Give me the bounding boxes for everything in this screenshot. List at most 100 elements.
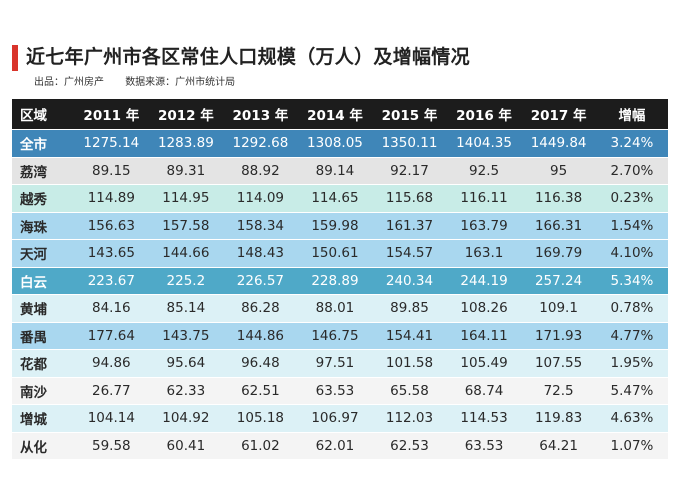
population-cell: 169.79 xyxy=(521,239,596,267)
population-cell: 171.93 xyxy=(521,321,596,350)
population-cell: 154.41 xyxy=(372,321,447,350)
population-cell: 1283.89 xyxy=(148,129,224,157)
population-cell: 63.53 xyxy=(446,431,522,459)
population-cell: 62.51 xyxy=(223,376,298,405)
population-cell: 240.34 xyxy=(372,266,447,295)
population-cell: 86.28 xyxy=(223,294,298,322)
table-row: 海珠 156.63 157.58 158.34 159.98 161.37 163.79 16… xyxy=(12,211,668,240)
growth-cell: 5.34% xyxy=(595,266,668,295)
district-cell: 白云 xyxy=(12,266,75,295)
population-cell: 116.38 xyxy=(521,184,596,212)
population-cell: 104.14 xyxy=(74,404,149,432)
population-cell: 104.92 xyxy=(148,404,224,432)
table-row: 天河 143.65 144.66 148.43 150.61 154.57 163.1 169… xyxy=(12,239,668,267)
district-cell: 全市 xyxy=(12,129,75,157)
header-year: 2011 年 xyxy=(74,99,149,130)
header-year: 2017 年 xyxy=(521,99,596,130)
population-cell: 1292.68 xyxy=(223,129,298,157)
population-cell: 225.2 xyxy=(148,266,224,295)
producer-label: 出品：广州房产 xyxy=(34,77,104,88)
population-cell: 1275.14 xyxy=(74,129,149,157)
population-cell: 156.63 xyxy=(74,211,149,240)
growth-cell: 1.95% xyxy=(595,349,668,377)
population-cell: 89.14 xyxy=(297,156,373,185)
population-cell: 159.98 xyxy=(297,211,373,240)
growth-cell: 0.78% xyxy=(595,294,668,322)
population-cell: 228.89 xyxy=(297,266,373,295)
population-cell: 84.16 xyxy=(74,294,149,322)
district-cell: 黄埔 xyxy=(12,294,75,322)
population-cell: 143.65 xyxy=(74,239,149,267)
header-year: 2013 年 xyxy=(223,99,298,130)
population-cell: 158.34 xyxy=(223,211,298,240)
table-row: 荔湾 89.15 89.31 88.92 89.14 92.17 92.5 95 2.70% xyxy=(12,156,668,185)
population-cell: 1449.84 xyxy=(521,129,596,157)
table-row: 番禺 177.64 143.75 144.86 146.75 154.41 164.11 17… xyxy=(12,321,668,350)
population-cell: 89.15 xyxy=(74,156,149,185)
district-cell: 增城 xyxy=(12,404,75,432)
population-cell: 92.17 xyxy=(372,156,447,185)
district-cell: 花都 xyxy=(12,349,75,377)
data-source-label: 数据来源：广州市统计局 xyxy=(125,77,236,88)
table-header-row: 区域 2011 年 2012 年 2013 年 2014 年 2015 年 2016 年 20… xyxy=(12,99,668,130)
table-row: 增城 104.14 104.92 105.18 106.97 112.03 114.53 11… xyxy=(12,404,668,432)
population-cell: 114.89 xyxy=(74,184,149,212)
population-cell: 154.57 xyxy=(372,239,447,267)
population-cell: 106.97 xyxy=(297,404,373,432)
source-line: 出品：广州房产 数据来源：广州市统计局 xyxy=(34,73,253,88)
population-cell: 114.09 xyxy=(223,184,298,212)
district-cell: 从化 xyxy=(12,431,75,459)
population-cell: 62.33 xyxy=(148,376,224,405)
population-cell: 163.79 xyxy=(446,211,522,240)
population-cell: 62.01 xyxy=(297,431,373,459)
population-cell: 1308.05 xyxy=(297,129,373,157)
header-growth: 增幅 xyxy=(595,99,668,130)
population-cell: 116.11 xyxy=(446,184,522,212)
population-cell: 88.01 xyxy=(297,294,373,322)
population-cell: 101.58 xyxy=(372,349,447,377)
population-cell: 146.75 xyxy=(297,321,373,350)
table-row: 从化 59.58 60.41 61.02 62.01 62.53 63.53 64.21 1.0… xyxy=(12,431,668,459)
population-cell: 257.24 xyxy=(521,266,596,295)
district-cell: 南沙 xyxy=(12,376,75,405)
population-cell: 92.5 xyxy=(446,156,522,185)
population-cell: 105.49 xyxy=(446,349,522,377)
population-cell: 177.64 xyxy=(74,321,149,350)
population-cell: 109.1 xyxy=(521,294,596,322)
population-cell: 157.58 xyxy=(148,211,224,240)
population-cell: 144.66 xyxy=(148,239,224,267)
page-title: 近七年广州市各区常住人口规模（万人）及增幅情况 xyxy=(26,46,470,68)
title-accent-bar xyxy=(12,45,18,71)
population-cell: 68.74 xyxy=(446,376,522,405)
population-cell: 143.75 xyxy=(148,321,224,350)
district-cell: 海珠 xyxy=(12,211,75,240)
population-cell: 26.77 xyxy=(74,376,149,405)
growth-cell: 3.24% xyxy=(595,129,668,157)
population-table: 区域 2011 年 2012 年 2013 年 2014 年 2015 年 2016 年 20… xyxy=(12,99,668,459)
population-cell: 105.18 xyxy=(223,404,298,432)
table-row: 越秀 114.89 114.95 114.09 114.65 115.68 116.11 11… xyxy=(12,184,668,212)
growth-cell: 2.70% xyxy=(595,156,668,185)
table-row: 白云 223.67 225.2 226.57 228.89 240.34 244.19 257… xyxy=(12,266,668,295)
population-cell: 96.48 xyxy=(223,349,298,377)
growth-cell: 0.23% xyxy=(595,184,668,212)
table-row: 黄埔 84.16 85.14 86.28 88.01 89.85 108.26 109.1 0.… xyxy=(12,294,668,322)
table-body: 全市 1275.14 1283.89 1292.68 1308.05 1350.11 140… xyxy=(12,129,668,459)
population-cell: 114.65 xyxy=(297,184,373,212)
header-district: 区域 xyxy=(12,99,75,130)
population-cell: 94.86 xyxy=(74,349,149,377)
table-row: 花都 94.86 95.64 96.48 97.51 101.58 105.49 107.55… xyxy=(12,349,668,377)
growth-cell: 1.54% xyxy=(595,211,668,240)
population-cell: 144.86 xyxy=(223,321,298,350)
population-cell: 226.57 xyxy=(223,266,298,295)
population-cell: 107.55 xyxy=(521,349,596,377)
population-cell: 112.03 xyxy=(372,404,447,432)
population-cell: 60.41 xyxy=(148,431,224,459)
growth-cell: 1.07% xyxy=(595,431,668,459)
population-cell: 161.37 xyxy=(372,211,447,240)
growth-cell: 5.47% xyxy=(595,376,668,405)
population-cell: 85.14 xyxy=(148,294,224,322)
population-cell: 148.43 xyxy=(223,239,298,267)
header-year: 2015 年 xyxy=(372,99,447,130)
population-cell: 108.26 xyxy=(446,294,522,322)
